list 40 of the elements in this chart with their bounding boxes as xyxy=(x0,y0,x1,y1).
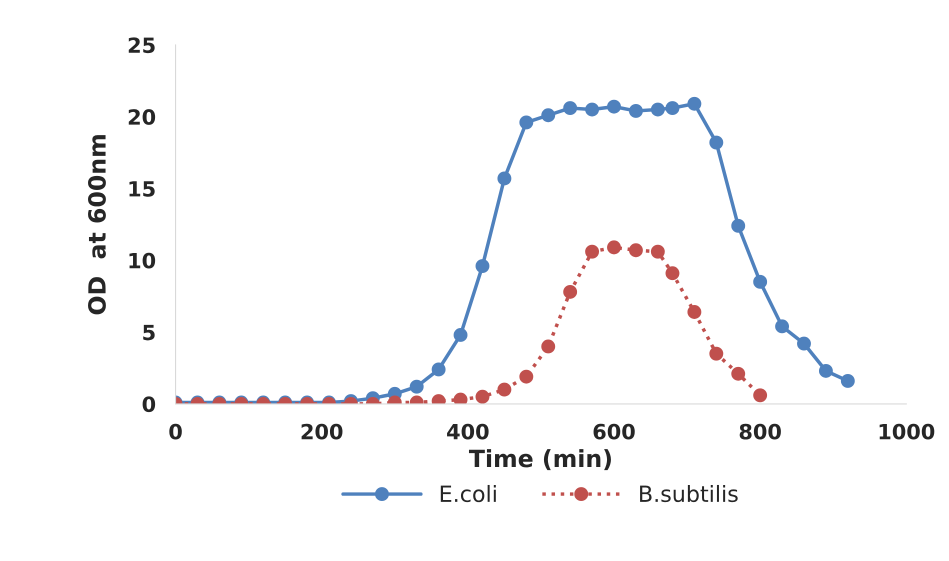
point xyxy=(687,305,702,319)
x-tick-label: 800 xyxy=(740,424,781,440)
point xyxy=(650,244,665,259)
x-tick-label: 1000 xyxy=(880,424,934,440)
x-tick-label: 600 xyxy=(594,424,635,440)
point xyxy=(585,102,600,116)
point xyxy=(666,266,680,280)
point xyxy=(709,136,724,150)
point xyxy=(563,284,578,299)
point xyxy=(497,172,512,186)
point xyxy=(454,328,468,342)
point xyxy=(753,274,768,289)
point xyxy=(476,259,490,273)
point xyxy=(607,100,621,114)
point xyxy=(687,96,702,111)
legend-label: B.subtilis xyxy=(640,484,738,502)
y-axis-title: OD at 600nm xyxy=(88,135,106,314)
y-tick-label: 25 xyxy=(128,37,155,54)
point xyxy=(628,243,643,258)
y-tick-label: 0 xyxy=(142,396,156,412)
x-tick-label: 400 xyxy=(447,424,489,440)
y-tick-label: 5 xyxy=(143,324,155,340)
point xyxy=(775,319,790,334)
point xyxy=(628,104,643,118)
x-tick-label: 0 xyxy=(169,424,182,440)
y-tick-label: 10 xyxy=(129,252,156,269)
y-tick-label: 15 xyxy=(129,181,155,197)
point xyxy=(666,101,680,116)
point xyxy=(563,101,578,116)
point xyxy=(541,108,556,122)
point xyxy=(650,102,665,116)
point xyxy=(454,392,468,404)
x-axis-title: Time (min) xyxy=(468,449,611,470)
x-tick-label: 200 xyxy=(302,424,342,440)
point xyxy=(585,244,600,259)
legend-label: E.coli xyxy=(440,484,496,502)
point xyxy=(519,115,534,130)
point xyxy=(607,240,621,254)
point xyxy=(731,218,746,233)
y-tick-label: 20 xyxy=(128,109,156,125)
